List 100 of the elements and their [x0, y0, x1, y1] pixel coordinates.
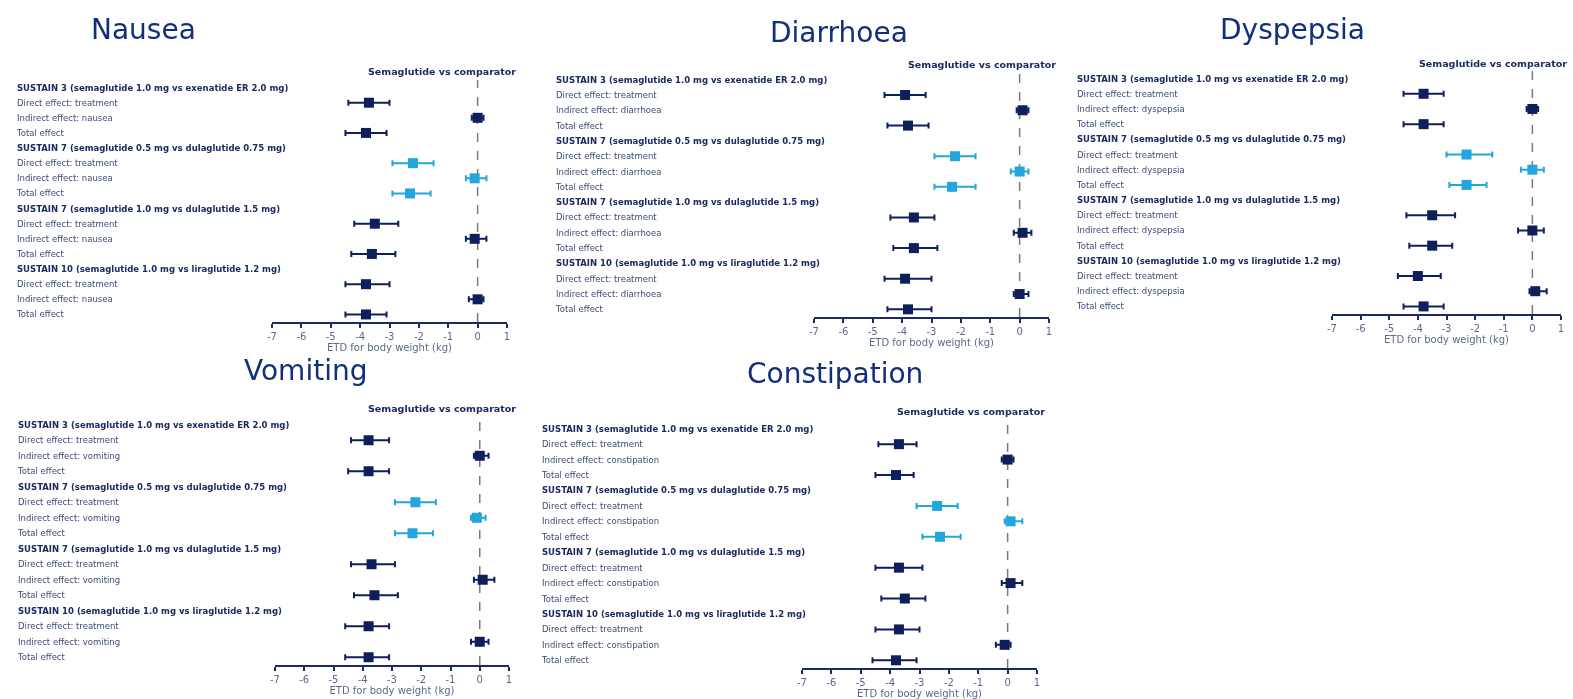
x-tick-label: 1 — [503, 331, 511, 342]
y-tick-label: Indirect effect: nausea — [17, 233, 113, 244]
y-tick-label: Direct effect: treatment — [1077, 271, 1179, 282]
y-tick-label: Total effect — [17, 590, 66, 601]
y-tick-label: SUSTAIN 3 (semaglutide 1.0 mg vs exenatide ER 2.0 mg) — [542, 423, 814, 434]
y-tick-label: Total effect — [541, 655, 590, 666]
y-tick-label: Direct effect: treatment — [18, 435, 120, 446]
point — [903, 304, 913, 315]
point — [1005, 578, 1016, 589]
y-tick-label: Direct effect: treatment — [17, 158, 119, 169]
point — [363, 621, 374, 632]
point — [1427, 240, 1438, 251]
y-tick-label: Direct effect: treatment — [17, 97, 119, 108]
chart-title: Vomiting — [244, 354, 368, 387]
y-tick-label: Indirect effect: dyspepsia — [1077, 103, 1185, 114]
x-axis-title: ETD for body weight (kg) — [1384, 334, 1510, 345]
x-tick-label: -1 — [973, 677, 984, 688]
point — [900, 89, 911, 100]
point — [893, 624, 904, 635]
x-tick-label: -3 — [384, 331, 395, 342]
point — [908, 243, 919, 254]
y-tick-label: Total effect — [16, 188, 65, 199]
y-tick-label: Direct effect: treatment — [1077, 88, 1179, 99]
point — [369, 590, 380, 601]
point — [407, 528, 418, 539]
point — [1527, 164, 1538, 175]
point — [361, 127, 371, 138]
x-tick-label: -4 — [1412, 323, 1423, 334]
point — [472, 294, 483, 305]
y-tick-label: Indirect effect: vomiting — [18, 512, 121, 523]
point — [369, 218, 380, 229]
point — [1005, 516, 1016, 527]
y-tick-label: Direct effect: treatment — [1077, 210, 1179, 221]
x-tick-label: -6 — [296, 331, 307, 342]
y-tick-label: Total effect — [1076, 179, 1125, 190]
y-tick-label: SUSTAIN 10 (semaglutide 1.0 mg vs liraglutide 1.2 mg) — [1077, 255, 1342, 266]
y-tick-label: SUSTAIN 7 (semaglutide 1.0 mg vs dulaglutide 1.5 mg) — [1077, 195, 1341, 206]
text: Semaglutide vs comparator — [368, 403, 517, 414]
x-tick-label: -7 — [270, 674, 280, 685]
x-tick-label: 1 — [505, 674, 513, 685]
y-tick-label: Direct effect: treatment — [18, 559, 120, 570]
point — [1017, 227, 1028, 238]
x-axis-title: ETD for body weight (kg) — [857, 688, 983, 699]
point — [366, 248, 377, 259]
y-tick-label: Total effect — [16, 309, 65, 320]
y-tick-label: Total effect — [555, 181, 604, 192]
x-tick-label: -4 — [885, 677, 896, 688]
x-tick-label: -7 — [797, 677, 807, 688]
y-tick-label: SUSTAIN 7 (semaglutide 1.0 mg vs dulaglutide 1.5 mg) — [542, 547, 806, 558]
y-tick-label: Total effect — [541, 470, 590, 481]
y-tick-label: Total effect — [17, 466, 66, 477]
y-tick-label: Indirect effect: dyspepsia — [1077, 164, 1185, 175]
y-tick-label: Indirect effect: vomiting — [18, 450, 121, 461]
chart-title: Constipation — [747, 357, 924, 390]
x-tick-label: -4 — [897, 326, 908, 337]
point — [363, 466, 374, 477]
point — [891, 655, 901, 666]
point — [1461, 149, 1472, 160]
y-tick-label: SUSTAIN 3 (semaglutide 1.0 mg vs exenatide ER 2.0 mg) — [1077, 73, 1349, 84]
y-tick-label: SUSTAIN 7 (semaglutide 0.5 mg vs dulaglutide 0.75 mg) — [1077, 134, 1347, 145]
point — [1418, 88, 1429, 99]
point — [893, 562, 904, 573]
point — [410, 497, 421, 508]
point — [1461, 179, 1472, 190]
x-tick-label: 0 — [1529, 323, 1536, 334]
y-tick-label: SUSTAIN 7 (semaglutide 1.0 mg vs dulaglutide 1.5 mg) — [17, 203, 281, 214]
text: Semaglutide vs comparator — [1419, 58, 1568, 69]
x-tick-label: 1 — [1557, 323, 1565, 334]
x-tick-label: -7 — [267, 331, 277, 342]
y-tick-label: Direct effect: treatment — [542, 624, 644, 635]
point — [999, 639, 1010, 650]
y-tick-label: SUSTAIN 10 (semaglutide 1.0 mg vs liraglutide 1.2 mg) — [17, 264, 282, 275]
x-tick-label: 0 — [1004, 677, 1011, 688]
point — [903, 120, 913, 131]
point — [1427, 210, 1438, 221]
y-tick-label: Indirect effect: vomiting — [18, 574, 121, 585]
y-tick-label: Direct effect: treatment — [556, 151, 658, 162]
point — [471, 512, 482, 523]
chart-title: Nausea — [91, 13, 196, 46]
x-tick-label: -4 — [355, 331, 366, 342]
y-tick-label: Total effect — [555, 304, 604, 315]
y-tick-label: Total effect — [17, 652, 66, 663]
y-tick-label: Total effect — [541, 531, 590, 542]
y-tick-label: SUSTAIN 10 (semaglutide 1.0 mg vs liraglutide 1.2 mg) — [18, 605, 283, 616]
y-tick-label: SUSTAIN 3 (semaglutide 1.0 mg vs exenatide ER 2.0 mg) — [556, 74, 828, 85]
point — [1412, 271, 1423, 282]
point — [893, 439, 904, 450]
x-tick-label: -3 — [387, 674, 397, 685]
y-tick-label: Total effect — [541, 593, 590, 604]
point — [363, 652, 374, 663]
x-tick-label: -2 — [1470, 323, 1481, 334]
y-tick-label: Indirect effect: diarrhoea — [556, 105, 662, 116]
point — [361, 279, 371, 290]
y-tick-label: SUSTAIN 3 (semaglutide 1.0 mg vs exenatide ER 2.0 mg) — [18, 419, 290, 430]
point — [947, 181, 958, 192]
x-tick-label: -5 — [325, 331, 336, 342]
x-tick-label: -5 — [328, 674, 339, 685]
x-tick-label: 1 — [1045, 326, 1053, 337]
chart-title: Dyspepsia — [1220, 13, 1366, 46]
y-tick-label: SUSTAIN 3 (semaglutide 1.0 mg vs exenatide ER 2.0 mg) — [17, 82, 289, 93]
